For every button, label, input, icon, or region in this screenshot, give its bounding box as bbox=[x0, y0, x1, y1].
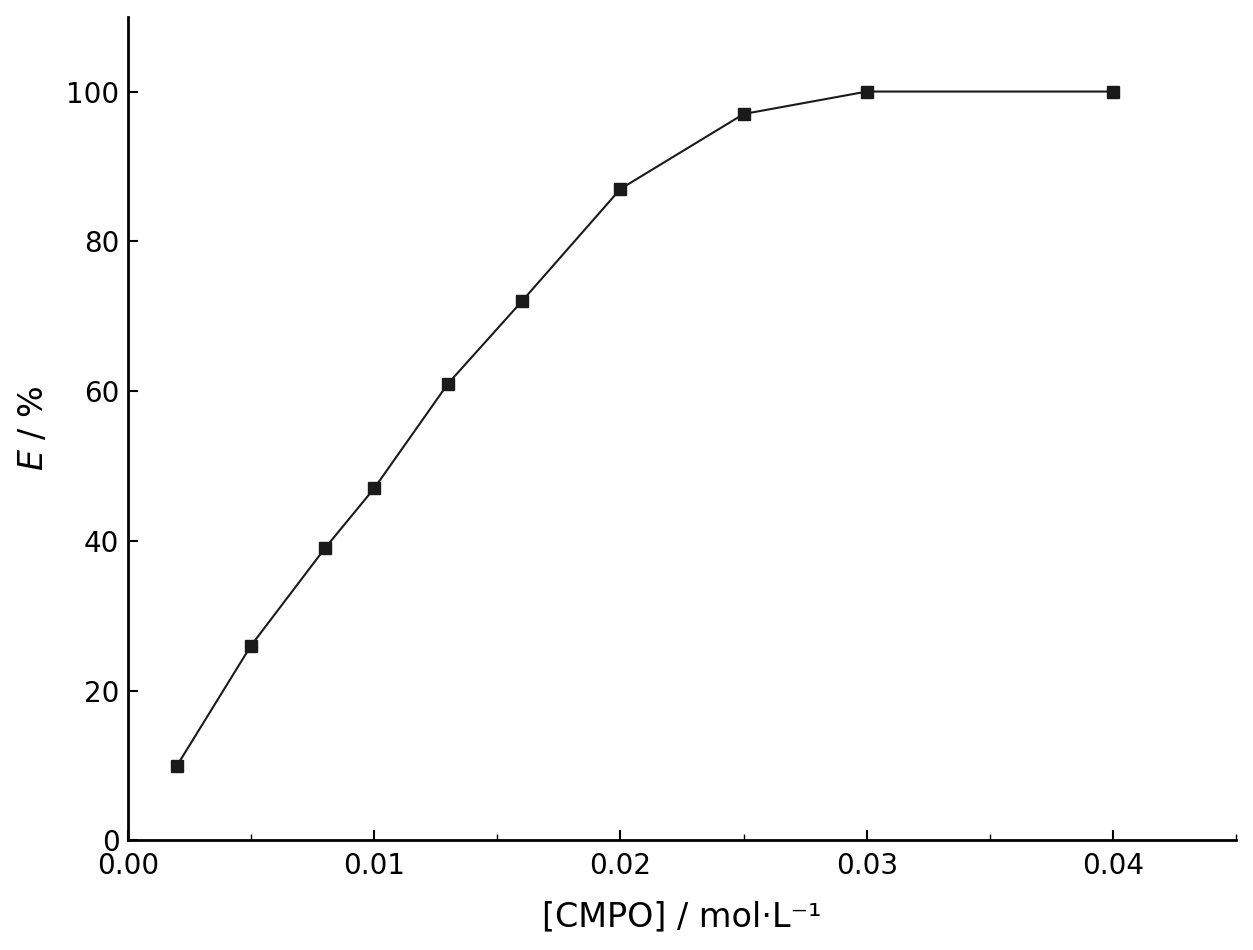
Y-axis label: $E$ / %: $E$ / % bbox=[16, 386, 50, 471]
X-axis label: [CMPO] / mol·L⁻¹: [CMPO] / mol·L⁻¹ bbox=[543, 901, 822, 933]
